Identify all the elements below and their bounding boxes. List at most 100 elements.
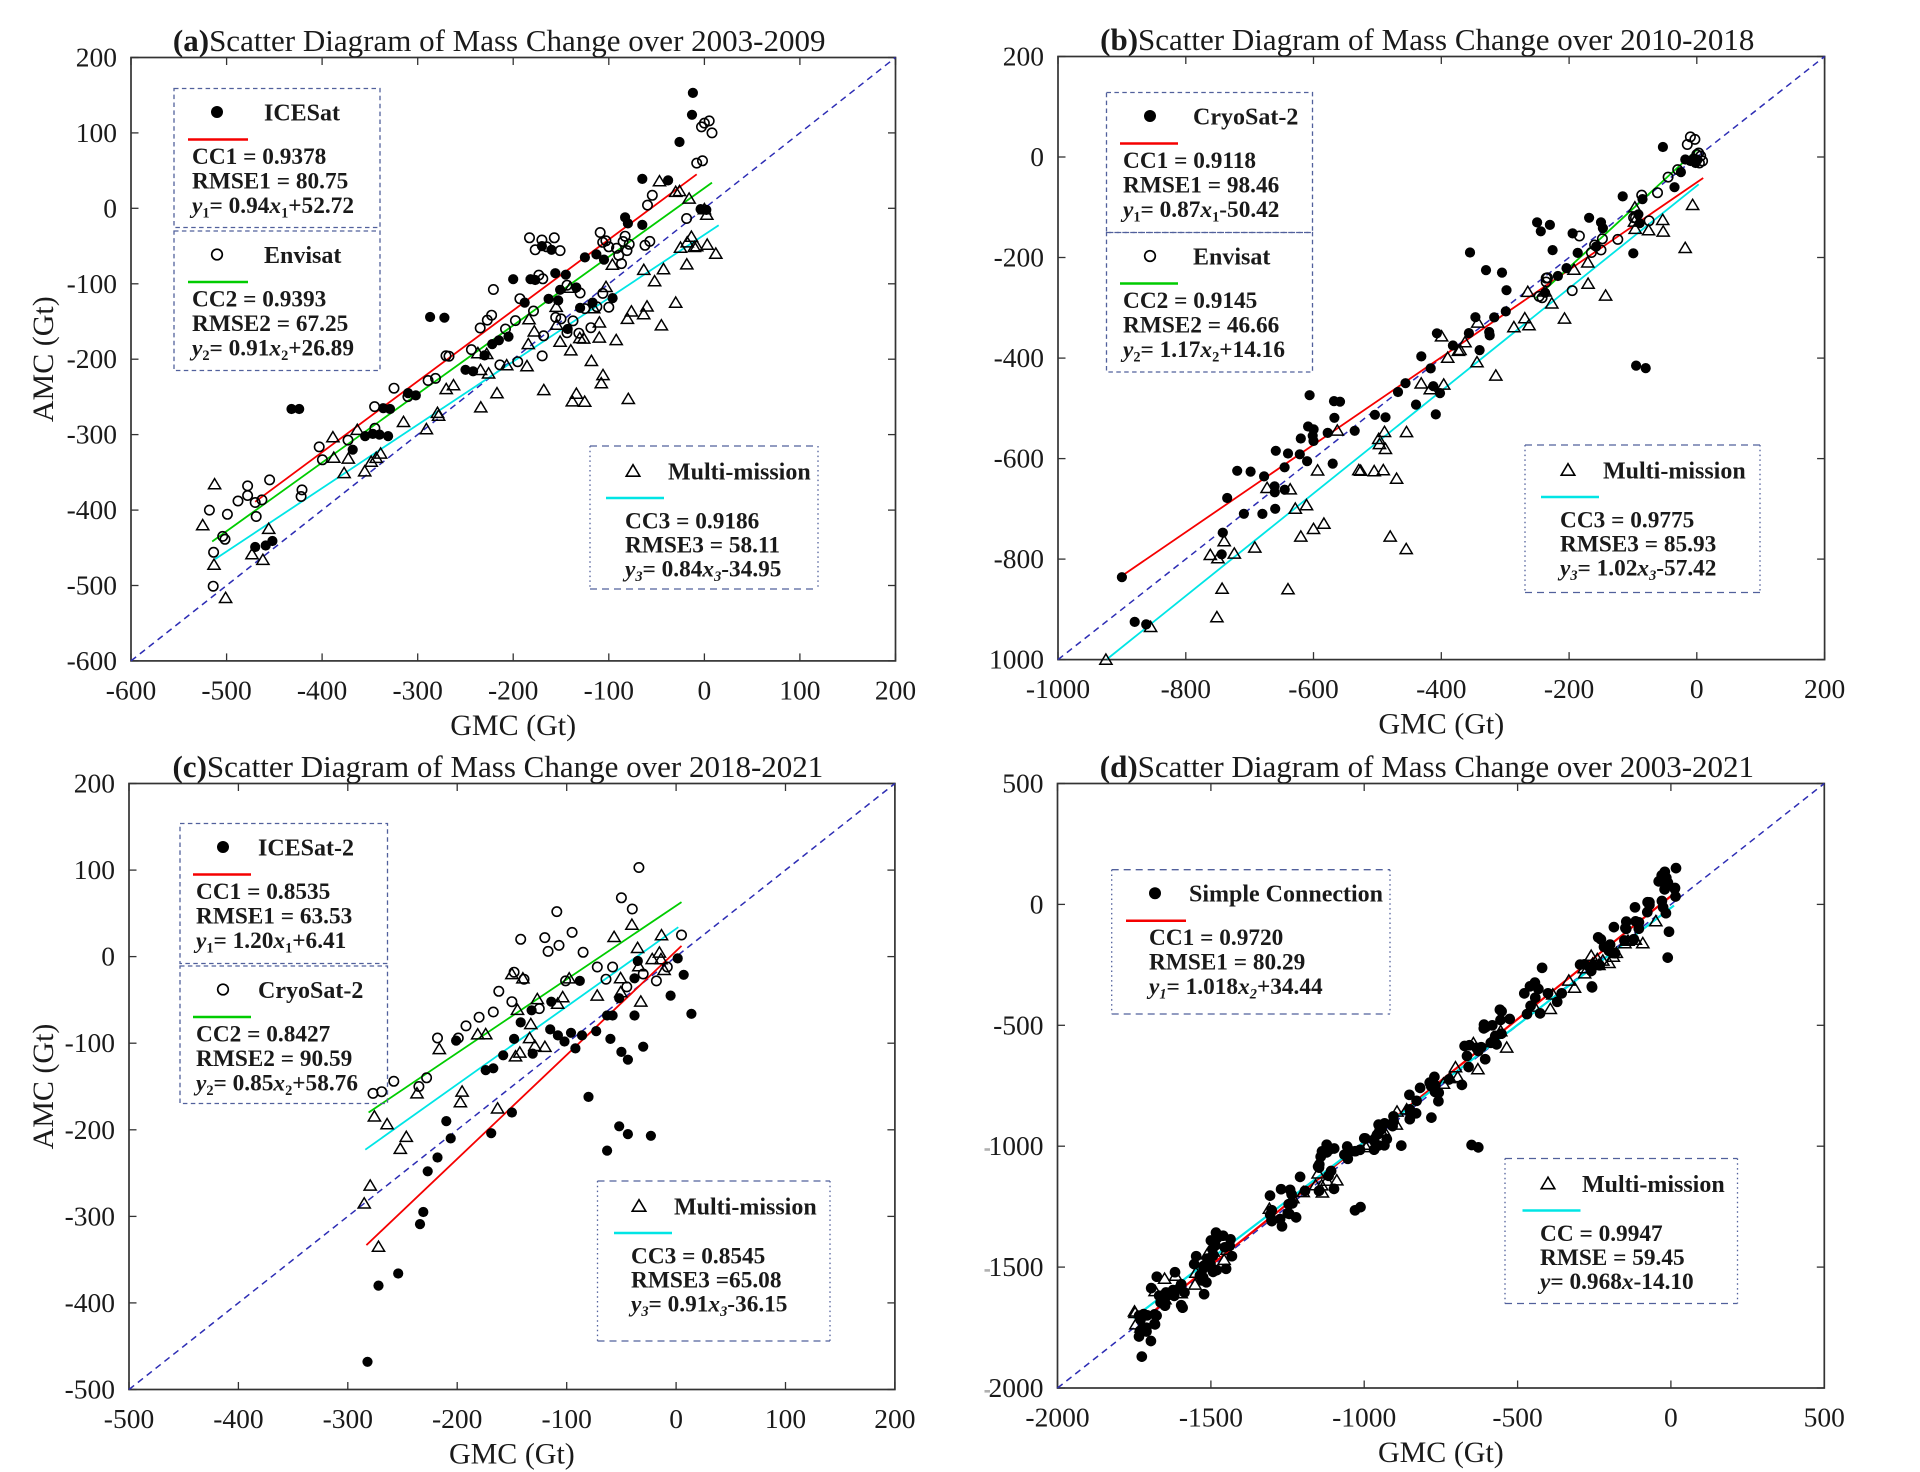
svg-text:(c)Scatter Diagram of Mass Cha: (c)Scatter Diagram of Mass Change over 2…	[172, 749, 823, 784]
svg-text:y= 0.968x-14.10: y= 0.968x-14.10	[1537, 1269, 1694, 1295]
svg-text:RMSE3 =65.08: RMSE3 =65.08	[631, 1268, 781, 1294]
svg-text:-200: -200	[488, 674, 538, 705]
svg-text:-600: -600	[67, 645, 117, 676]
svg-text:RMSE2 = 67.25: RMSE2 = 67.25	[192, 311, 348, 337]
svg-text:100: 100	[765, 1403, 806, 1434]
svg-text:200: 200	[1804, 673, 1845, 704]
svg-text:GMC (Gt): GMC (Gt)	[449, 1438, 575, 1471]
svg-text:0: 0	[698, 674, 712, 705]
svg-text:Multi-mission: Multi-mission	[674, 1194, 817, 1220]
svg-text:200: 200	[875, 674, 916, 705]
svg-text:-600: -600	[1288, 673, 1338, 704]
svg-text:-100: -100	[541, 1403, 591, 1434]
svg-text:0: 0	[101, 941, 115, 972]
svg-text:Multi-mission: Multi-mission	[668, 459, 811, 485]
svg-text:-1000: -1000	[1026, 673, 1090, 704]
svg-text:-300: -300	[67, 419, 117, 450]
svg-text:RMSE1 = 80.75: RMSE1 = 80.75	[192, 168, 348, 194]
svg-text:y1= 0.87x1-50.42: y1= 0.87x1-50.42	[1120, 197, 1279, 226]
svg-text:CC1 = 0.9378: CC1 = 0.9378	[192, 144, 326, 170]
svg-text:-400: -400	[1416, 673, 1466, 704]
svg-text:1000: 1000	[989, 1130, 1044, 1161]
svg-text:0: 0	[669, 1403, 683, 1434]
svg-text:CC1 = 0.9118: CC1 = 0.9118	[1123, 148, 1256, 174]
svg-text:Simple Connection: Simple Connection	[1189, 882, 1383, 908]
svg-text:y1= 1.018x2+34.44: y1= 1.018x2+34.44	[1146, 974, 1323, 1003]
svg-text:0: 0	[103, 192, 117, 223]
svg-text:ICESat-2: ICESat-2	[258, 835, 354, 861]
svg-text:ICESat: ICESat	[264, 100, 340, 126]
svg-text:500: 500	[1002, 768, 1043, 799]
svg-text:0: 0	[1030, 888, 1044, 919]
svg-text:GMC (Gt): GMC (Gt)	[1378, 1436, 1504, 1469]
svg-text:-2000: -2000	[1025, 1402, 1089, 1433]
svg-text:-400: -400	[297, 674, 347, 705]
svg-text:(a)Scatter Diagram of Mass Cha: (a)Scatter Diagram of Mass Change over 2…	[173, 23, 826, 58]
svg-text:-500: -500	[67, 570, 117, 601]
svg-text:CC3 = 0.9775: CC3 = 0.9775	[1560, 508, 1694, 534]
svg-text:CC2 = 0.9145: CC2 = 0.9145	[1123, 288, 1257, 314]
svg-text:RMSE3 = 58.11: RMSE3 = 58.11	[625, 533, 780, 559]
svg-text:-300: -300	[65, 1200, 115, 1231]
svg-text:-1000: -1000	[1332, 1402, 1396, 1433]
svg-text:200: 200	[76, 42, 117, 73]
svg-text:-1500: -1500	[1179, 1402, 1243, 1433]
svg-text:AMC (Gt): AMC (Gt)	[27, 1024, 60, 1150]
svg-text:-800: -800	[994, 543, 1044, 574]
svg-text:CC1 = 0.8535: CC1 = 0.8535	[196, 879, 330, 905]
svg-text:0: 0	[1664, 1402, 1678, 1433]
svg-text:RMSE1 = 63.53: RMSE1 = 63.53	[196, 903, 352, 929]
svg-text:CC1 = 0.9720: CC1 = 0.9720	[1149, 925, 1283, 951]
svg-text:CryoSat-2: CryoSat-2	[258, 978, 363, 1004]
svg-text:-300: -300	[323, 1403, 373, 1434]
svg-text:2000: 2000	[989, 1372, 1044, 1403]
svg-text:-200: -200	[1544, 673, 1594, 704]
svg-text:-200: -200	[65, 1114, 115, 1145]
svg-text:y2= 1.17x2+14.16: y2= 1.17x2+14.16	[1120, 337, 1285, 366]
svg-text:y1= 0.94x1+52.72: y1= 0.94x1+52.72	[189, 193, 354, 222]
svg-text:-600: -600	[994, 443, 1044, 474]
svg-text:-200: -200	[994, 242, 1044, 273]
svg-text:CC2 = 0.8427: CC2 = 0.8427	[196, 1022, 331, 1048]
svg-text:-400: -400	[213, 1403, 263, 1434]
svg-text:y1= 1.20x1+6.41: y1= 1.20x1+6.41	[193, 928, 346, 957]
svg-text:100: 100	[74, 854, 115, 885]
svg-text:-600: -600	[106, 674, 156, 705]
svg-text:1000: 1000	[989, 644, 1044, 675]
svg-text:Envisat: Envisat	[1193, 244, 1270, 270]
svg-text:y3= 0.84x3-34.95: y3= 0.84x3-34.95	[622, 557, 781, 586]
svg-text:0: 0	[1030, 141, 1044, 172]
svg-text:0: 0	[1690, 673, 1704, 704]
svg-text:CC2 = 0.9393: CC2 = 0.9393	[192, 287, 326, 313]
svg-text:-200: -200	[67, 343, 117, 374]
svg-text:(d)Scatter Diagram of Mass Cha: (d)Scatter Diagram of Mass Change over 2…	[1100, 749, 1754, 784]
svg-text:-400: -400	[67, 494, 117, 525]
svg-text:RMSE = 59.45: RMSE = 59.45	[1540, 1245, 1685, 1271]
svg-text:y3= 1.02x3-57.42: y3= 1.02x3-57.42	[1557, 556, 1716, 585]
svg-text:Envisat: Envisat	[264, 243, 341, 269]
svg-text:Multi-mission: Multi-mission	[1582, 1172, 1725, 1198]
svg-text:CC3 = 0.8545: CC3 = 0.8545	[631, 1244, 765, 1270]
svg-text:200: 200	[1003, 41, 1044, 72]
svg-text:GMC (Gt): GMC (Gt)	[1378, 708, 1504, 741]
svg-text:1500: 1500	[989, 1251, 1044, 1282]
svg-text:CC = 0.9947: CC = 0.9947	[1540, 1221, 1663, 1247]
svg-text:-200: -200	[432, 1403, 482, 1434]
svg-text:100: 100	[779, 674, 820, 705]
svg-text:GMC (Gt): GMC (Gt)	[450, 709, 576, 742]
svg-text:RMSE2 = 46.66: RMSE2 = 46.66	[1123, 312, 1279, 338]
svg-text:200: 200	[74, 768, 115, 799]
svg-text:RMSE1 = 98.46: RMSE1 = 98.46	[1123, 172, 1279, 198]
svg-text:Multi-mission: Multi-mission	[1603, 458, 1746, 484]
svg-text:-100: -100	[65, 1027, 115, 1058]
svg-text:y3= 0.91x3-36.15: y3= 0.91x3-36.15	[628, 1292, 787, 1321]
svg-text:100: 100	[76, 117, 117, 148]
svg-text:-500: -500	[993, 1009, 1043, 1040]
svg-text:-100: -100	[584, 674, 634, 705]
svg-text:-500: -500	[65, 1374, 115, 1405]
svg-text:y2= 0.91x2+26.89: y2= 0.91x2+26.89	[189, 335, 354, 364]
svg-text:RMSE1 = 80.29: RMSE1 = 80.29	[1149, 950, 1305, 976]
svg-text:-500: -500	[1492, 1402, 1542, 1433]
svg-text:(b)Scatter Diagram of Mass Cha: (b)Scatter Diagram of Mass Change over 2…	[1100, 22, 1754, 57]
svg-text:-500: -500	[104, 1403, 154, 1434]
